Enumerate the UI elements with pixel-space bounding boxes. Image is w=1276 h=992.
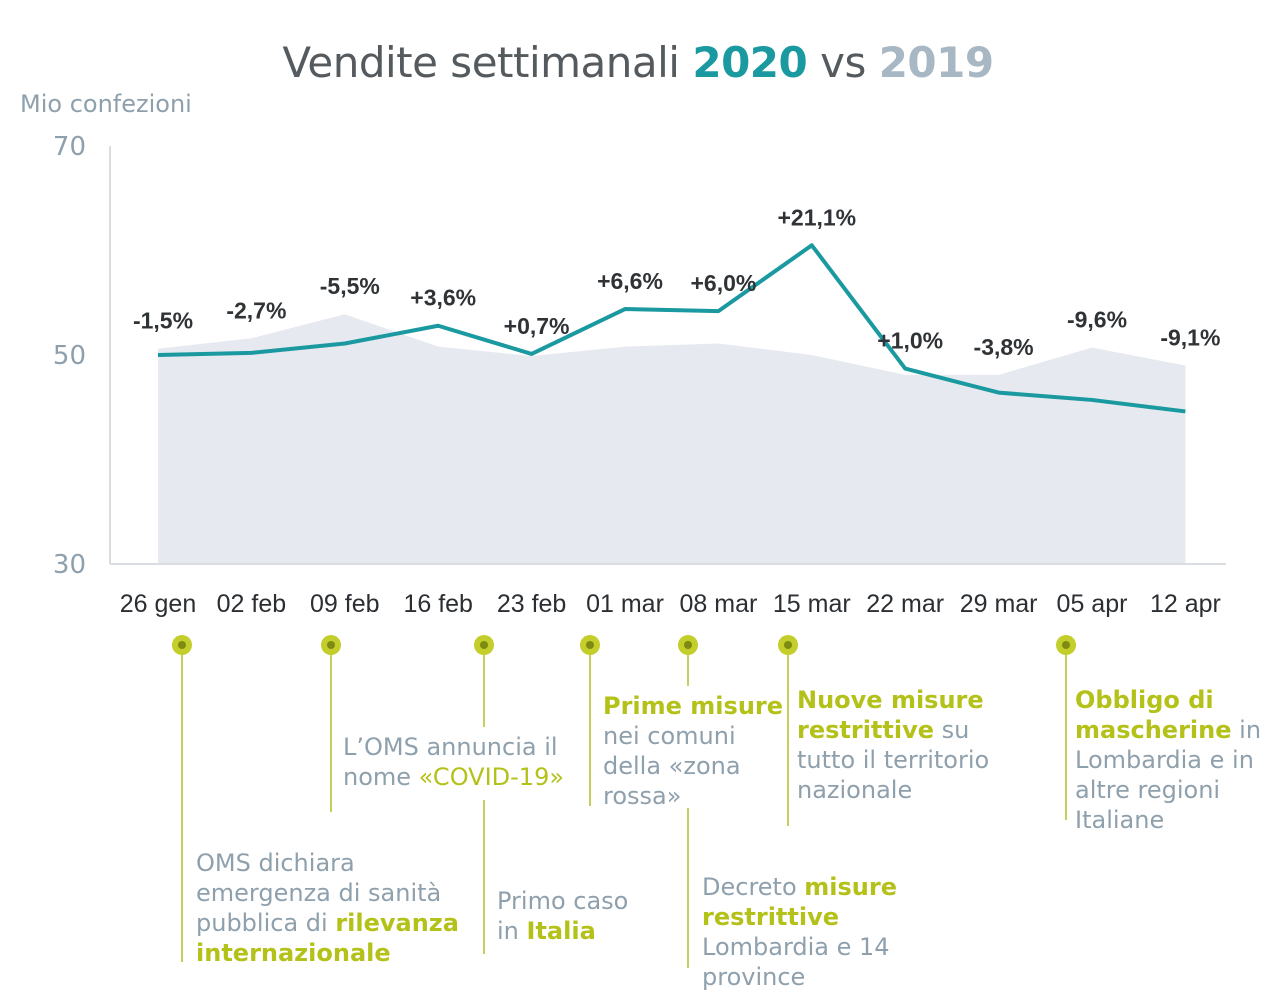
title-prefix: Vendite settimanali	[282, 38, 693, 87]
annotation-highlight: Obbligo di mascherine	[1075, 686, 1232, 744]
annotation-part: L’OMS annuncia il nome	[343, 733, 558, 791]
area-layer	[158, 314, 1186, 564]
annotation-text: Prime misure nei comuni della «zona ross…	[603, 691, 783, 811]
data-label: -1,5%	[133, 308, 193, 334]
annotation-highlight: Italia	[526, 917, 596, 945]
annotation-highlight: Nuove misure restrittive	[797, 686, 984, 744]
tick-layer: 70 50 30 26 gen 02 feb 09 feb 16 feb 23 feb 01 m…	[53, 132, 1221, 618]
annotation-highlight: «COVID-19»	[418, 763, 565, 791]
line-layer	[157, 243, 1186, 414]
annotation-text: Obbligo di mascherine in Lombardia e in …	[1075, 685, 1275, 835]
label-layer: -1,5% -2,7% -5,5% +3,6% +0,7% +6,6% +6,0% +21,1…	[133, 204, 1220, 360]
annotation-dot-core	[1062, 641, 1070, 649]
data-label: -2,7%	[226, 297, 286, 323]
annotation-text: Primo caso in Italia	[497, 886, 657, 946]
annotation-part: Decreto	[702, 873, 805, 901]
title-year-2020: 2020	[692, 38, 808, 87]
y-axis-label: Mio confezioni	[20, 90, 192, 118]
x-tick-label: 05 apr	[1057, 590, 1128, 618]
annotation-dot-core	[327, 641, 335, 649]
annotation-dot-core	[784, 641, 792, 649]
y-tick-label: 70	[53, 132, 86, 162]
data-label: -9,6%	[1067, 307, 1127, 333]
annotation-part: in Lombardia e in altre regioni Italiane	[1075, 716, 1262, 834]
chart-title: Vendite settimanali 2020 vs 2019	[0, 38, 1276, 87]
data-label: +3,6%	[410, 285, 476, 311]
x-tick-label: 23 feb	[497, 590, 567, 618]
x-tick-label: 29 mar	[960, 590, 1038, 618]
annotation-layer	[172, 635, 1076, 968]
annotation-part: OMS dichiara emergenza di sanità pubblic…	[196, 849, 442, 937]
annotation-highlight: misure restrittive	[702, 873, 897, 931]
axis-layer	[109, 146, 1226, 565]
title-mid: vs	[807, 38, 879, 87]
data-label: -9,1%	[1160, 324, 1220, 350]
x-tick-label: 08 mar	[679, 590, 757, 618]
data-label: +21,1%	[777, 204, 856, 230]
annotation-highlight: Prime misure	[603, 692, 784, 720]
series-2019-area	[158, 314, 1186, 564]
annotation-highlight: rilevanza internazionale	[196, 909, 459, 967]
x-tick-label: 01 mar	[586, 590, 664, 618]
series-2020-line	[157, 243, 1186, 414]
y-tick-label: 30	[53, 550, 86, 580]
annotation-part: Primo caso in	[497, 887, 629, 945]
x-tick-label: 12 apr	[1150, 590, 1221, 618]
annotation-part: su tutto il territorio nazionale	[797, 716, 990, 804]
annotation-dot-core	[684, 641, 692, 649]
data-label: +6,6%	[597, 268, 663, 294]
x-tick-label: 22 mar	[866, 590, 944, 618]
annotation-dot-core	[178, 641, 186, 649]
annotation-text: L’OMS annuncia il nome «COVID-19»	[343, 732, 603, 792]
data-label: +0,7%	[504, 313, 570, 339]
annotation-dot-core	[586, 641, 594, 649]
data-label: +1,0%	[877, 328, 943, 354]
x-tick-label: 02 feb	[217, 590, 287, 618]
annotation-text: Decreto misure restrittive Lombardia e 1…	[702, 872, 972, 992]
data-label: +6,0%	[690, 270, 756, 296]
annotation-part: nei comuni della «zona rossa»	[603, 722, 741, 810]
x-tick-label: 09 feb	[310, 590, 380, 618]
x-tick-label: 15 mar	[773, 590, 851, 618]
x-tick-label: 26 gen	[120, 590, 196, 618]
x-tick-label: 16 feb	[403, 590, 473, 618]
annotation-part: Lombardia e 14 province	[702, 933, 890, 991]
y-tick-label: 50	[53, 341, 86, 371]
data-label: -3,8%	[974, 334, 1034, 360]
data-label: -5,5%	[320, 273, 380, 299]
annotation-dot-core	[480, 641, 488, 649]
annotation-text: OMS dichiara emergenza di sanità pubblic…	[196, 848, 486, 968]
title-year-2019: 2019	[878, 38, 994, 87]
annotation-text: Nuove misure restrittive su tutto il ter…	[797, 685, 997, 805]
